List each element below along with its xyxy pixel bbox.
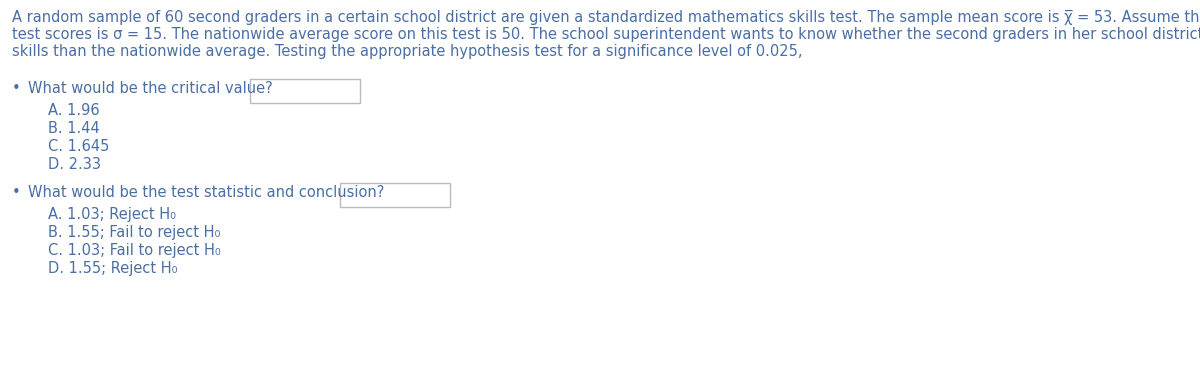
Text: B. 1.55; Fail to reject H₀: B. 1.55; Fail to reject H₀: [48, 225, 221, 240]
Text: C. 1.03; Fail to reject H₀: C. 1.03; Fail to reject H₀: [48, 243, 221, 258]
Text: •: •: [12, 185, 20, 200]
Bar: [340, 183, 450, 207]
Bar: [250, 79, 360, 103]
Text: test scores is σ = 15. The nationwide average score on this test is 50. The scho: test scores is σ = 15. The nationwide av…: [12, 27, 1200, 42]
Text: What would be the critical value?: What would be the critical value?: [28, 81, 272, 96]
Text: D. 2.33: D. 2.33: [48, 157, 101, 172]
Text: A. 1.96: A. 1.96: [48, 103, 100, 118]
Text: D. 1.55; Reject H₀: D. 1.55; Reject H₀: [48, 261, 178, 276]
Text: •: •: [12, 81, 20, 96]
Text: skills than the nationwide average. Testing the appropriate hypothesis test for : skills than the nationwide average. Test…: [12, 44, 803, 59]
Text: A random sample of 60 second graders in a certain school district are given a st: A random sample of 60 second graders in …: [12, 10, 1200, 25]
Text: A. 1.03; Reject H₀: A. 1.03; Reject H₀: [48, 207, 176, 222]
Text: B. 1.44: B. 1.44: [48, 121, 100, 136]
Text: C. 1.645: C. 1.645: [48, 139, 109, 154]
Text: What would be the test statistic and conclusion?: What would be the test statistic and con…: [28, 185, 384, 200]
